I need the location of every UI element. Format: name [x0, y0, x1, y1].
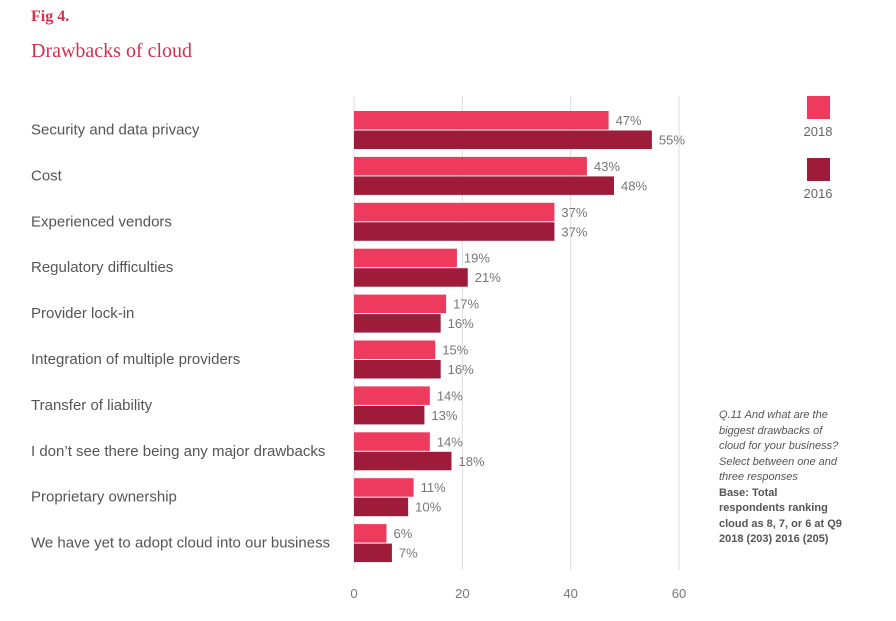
bar-2018 [354, 478, 414, 497]
category-label: Security and data privacy [31, 122, 200, 139]
category-label: Integration of multiple providers [31, 351, 240, 368]
bar-2016 [354, 360, 441, 379]
footnote-base: Base: Total respondents ranking cloud as… [719, 486, 842, 546]
bar-2018 [354, 111, 609, 130]
legend-label-2018: 2018 [803, 124, 833, 139]
bar-2018 [354, 156, 587, 176]
legend-swatch-2016 [806, 158, 830, 181]
category-label: Proprietary ownership [31, 489, 177, 506]
data-label-2016: 13% [431, 408, 457, 423]
data-label-2018: 43% [594, 159, 620, 174]
category-label: Provider lock-in [31, 305, 134, 322]
figure-number: Fig 4. [31, 8, 70, 25]
data-label-2016: 10% [415, 500, 441, 515]
bar-2018 [354, 248, 457, 268]
data-label-2018: 19% [464, 251, 490, 266]
bar-2016 [354, 405, 425, 425]
data-label-2018: 11% [421, 480, 446, 495]
bar-2018 [354, 202, 555, 222]
data-label-2018: 14% [437, 434, 463, 449]
legend-item-2018: 2018 [790, 96, 846, 139]
data-label-2018: 15% [442, 343, 468, 358]
data-label-2016: 55% [659, 133, 685, 148]
bar-2016 [354, 543, 392, 563]
data-label-2016: 16% [448, 316, 474, 331]
bar-2016 [354, 130, 652, 149]
data-label-2018: 37% [561, 205, 587, 220]
bar-2018 [354, 386, 430, 405]
bar-2016 [354, 497, 409, 517]
data-label-2018: 47% [616, 113, 642, 128]
data-label-2018: 14% [437, 388, 463, 403]
category-label: Experienced vendors [31, 213, 172, 230]
data-label-2016: 48% [621, 178, 647, 193]
data-label-2018: 6% [394, 526, 413, 541]
bar-2018 [354, 340, 436, 359]
legend-item-2016: 2016 [790, 158, 846, 201]
data-label-2016: 21% [475, 270, 501, 285]
data-label-2016: 18% [459, 454, 485, 469]
data-label-2018: 17% [453, 297, 479, 312]
bar-2016 [354, 176, 614, 195]
legend-label-2016: 2016 [803, 186, 833, 201]
data-label-2016: 7% [399, 546, 418, 561]
bar-2018 [354, 432, 430, 451]
bar-2016 [354, 268, 468, 287]
bar-2018 [354, 294, 447, 314]
category-label: Transfer of liability [31, 397, 153, 414]
category-label: We have yet to adopt cloud into our busi… [31, 535, 330, 552]
bar-2016 [354, 314, 441, 333]
category-label: I don’t see there being any major drawba… [31, 443, 325, 460]
footnote: Q.11 And what are the biggest drawbacks … [719, 408, 844, 548]
category-label: Cost [31, 167, 63, 184]
bar-2016 [354, 451, 452, 471]
chart-title: Drawbacks of cloud [31, 40, 193, 62]
data-label-2016: 16% [448, 362, 474, 377]
footnote-question: Q.11 And what are the biggest drawbacks … [719, 409, 839, 483]
data-label-2016: 37% [561, 224, 587, 239]
x-tick-label: 60 [672, 586, 686, 601]
x-tick-label: 0 [350, 586, 357, 601]
category-label: Regulatory difficulties [31, 259, 173, 276]
bar-2016 [354, 222, 555, 241]
bar-2018 [354, 524, 387, 543]
x-tick-label: 40 [563, 586, 577, 601]
x-tick-label: 20 [455, 586, 469, 601]
legend-swatch-2018 [806, 96, 830, 119]
